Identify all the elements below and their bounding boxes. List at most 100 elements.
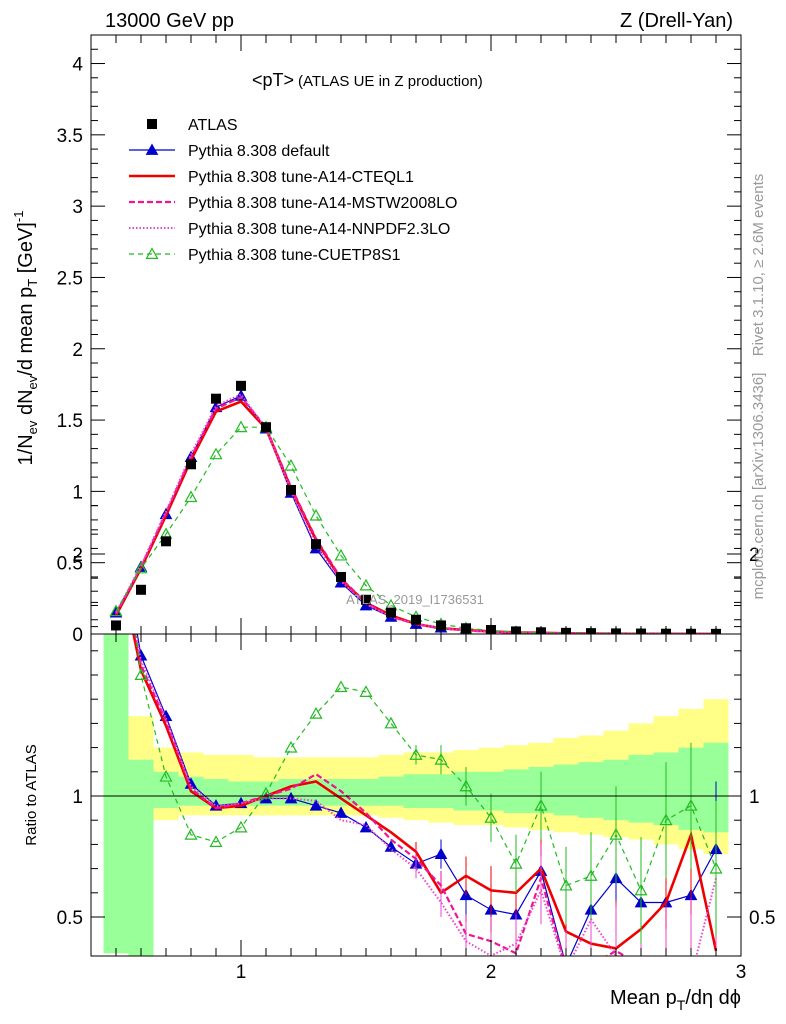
atlas-data-point [311, 539, 321, 550]
header-energy-label: 13000 GeV pp [105, 10, 234, 32]
ratio-series-marker [111, 476, 122, 486]
atlas-data-point [286, 484, 296, 495]
ratio-series-marker [559, 878, 573, 891]
legend-entry-label: Pythia 8.308 tune-A14-NNPDF2.3LO [188, 221, 450, 238]
ratio-series-marker [459, 779, 473, 792]
legend-entry-label: Pythia 8.308 tune-A14-MSTW2008LO [188, 195, 457, 212]
x-tick-label: 3 [736, 962, 747, 983]
ratio-series-marker [659, 813, 673, 826]
atlas-data-point [361, 594, 371, 605]
ratio-y-tick-label: 0.5 [57, 908, 83, 929]
ratio-series-marker [259, 786, 273, 799]
ratio-series-marker [609, 827, 623, 840]
inner-band-bin [628, 754, 654, 823]
main-series-marker [359, 578, 373, 591]
ratio-series-marker [634, 883, 648, 896]
inner-band-bin [378, 776, 404, 806]
inner-band-bin [103, 634, 129, 954]
plot-subtitle: (ATLAS UE in Z production) [298, 73, 483, 90]
ratio-series-marker [209, 835, 223, 847]
mcplots-reference-text: mcplots.cern.ch [arXiv:1306.3436] [750, 373, 767, 600]
main-y-tick-label: 1 [72, 482, 83, 503]
atlas-data-point [136, 584, 146, 595]
main-y-tick-label: 0.5 [57, 554, 83, 575]
main-y-tick-label: 4 [72, 55, 83, 76]
inner-band-bin [128, 759, 154, 956]
main-y-axis-label: 1/Nev dNev/d mean pT [GeV]-1 [11, 211, 40, 466]
main-series-marker [334, 548, 348, 561]
ratio-series-marker [484, 811, 498, 823]
inner-band-bin [353, 779, 379, 806]
ratio-series-marker [334, 680, 348, 693]
ratio-series-marker [509, 857, 523, 869]
ratio-y-tick-label: 1 [72, 787, 83, 808]
plot-title: <pT> [252, 70, 294, 90]
main-y-tick-label: 2.5 [57, 268, 83, 289]
ratio-series-marker [309, 799, 323, 811]
inner-band-bin [403, 774, 429, 809]
ratio-series-marker [359, 685, 373, 697]
main-y-tick-label: 0 [72, 625, 83, 646]
ratio-series-marker [384, 840, 398, 852]
main-series-marker [184, 490, 198, 503]
ratio-series-marker [584, 869, 598, 881]
main-series-marker [309, 508, 323, 521]
legend-entry-label: ATLAS [188, 117, 238, 134]
ratio-series-marker [134, 668, 148, 681]
atlas-data-point [236, 380, 246, 391]
ratio-y-axis-label: Ratio to ATLAS [23, 744, 40, 845]
ratio-series-marker [434, 847, 448, 859]
rivet-version-text: Rivet 3.1.10, ≥ 2.6M events [750, 174, 767, 357]
ratio-y-tick-label-right: 0.5 [749, 908, 775, 929]
atlas-data-point [161, 536, 171, 547]
main-series-marker [234, 420, 248, 433]
legend-marker [145, 247, 159, 259]
ratio-y-tick-label-right: 1 [749, 787, 760, 808]
x-tick-label: 1 [236, 962, 247, 983]
ratio-series-marker [234, 820, 248, 833]
main-y-tick-label: 2 [72, 340, 83, 361]
inner-band-bin [578, 762, 604, 818]
main-y-tick-label: 3.5 [57, 126, 83, 147]
main-series-marker [209, 447, 223, 460]
legend-entry-label: Pythia 8.308 tune-A14-CTEQL1 [188, 169, 414, 186]
axes-layer: 0 0.5 1 1.5 2 2.5 3 3.5 4 0.5 0.5 1 1 2 2 1 2 3 [57, 35, 775, 983]
legend: ATLAS Pythia 8.308 default Pythia 8.308 tu… [129, 117, 457, 264]
ratio-series-marker [684, 798, 698, 811]
atlas-data-point [186, 459, 196, 470]
ratio-series-marker [534, 798, 548, 811]
inner-band-bin [503, 769, 529, 813]
atlas-data-point [386, 607, 396, 618]
atlas-data-point [336, 571, 346, 582]
atlas-data-point [211, 393, 221, 404]
ratio-series-marker [159, 769, 173, 782]
legend-atlas-marker [147, 119, 157, 129]
atlas-data-point [436, 620, 446, 631]
ratio-series-marker [409, 748, 423, 760]
legend-entry-label: Pythia 8.308 tune-CUETP8S1 [188, 247, 401, 264]
ratio-series-marker [111, 505, 122, 515]
inner-band-bin [553, 764, 579, 816]
atlas-data-point [111, 620, 121, 631]
ratio-series-marker [384, 716, 398, 729]
legend-marker [145, 143, 159, 155]
inner-band-bin [428, 774, 454, 809]
ratio-series-marker [359, 820, 373, 833]
ratio-series-marker [184, 827, 198, 840]
header-process-label: Z (Drell-Yan) [620, 10, 733, 32]
ratio-y-tick-label-right: 2 [749, 545, 760, 566]
watermark-text: ATLAS_2019_I1736531 [346, 592, 484, 607]
ratio-y-tick-label: 2 [72, 545, 83, 566]
ratio-series-marker [434, 752, 448, 765]
main-y-tick-label: 1.5 [57, 411, 83, 432]
main-series-marker [109, 604, 123, 617]
ratio-series-marker [309, 706, 323, 719]
x-axis-label: Mean pT/dη dϕ [610, 987, 741, 1013]
x-tick-label: 2 [486, 962, 497, 983]
ratio-series-marker [284, 740, 298, 753]
main-series-marker [284, 458, 298, 471]
ratio-series-marker [709, 861, 723, 874]
atlas-data-point [411, 614, 421, 625]
main-series-marker [134, 561, 148, 574]
